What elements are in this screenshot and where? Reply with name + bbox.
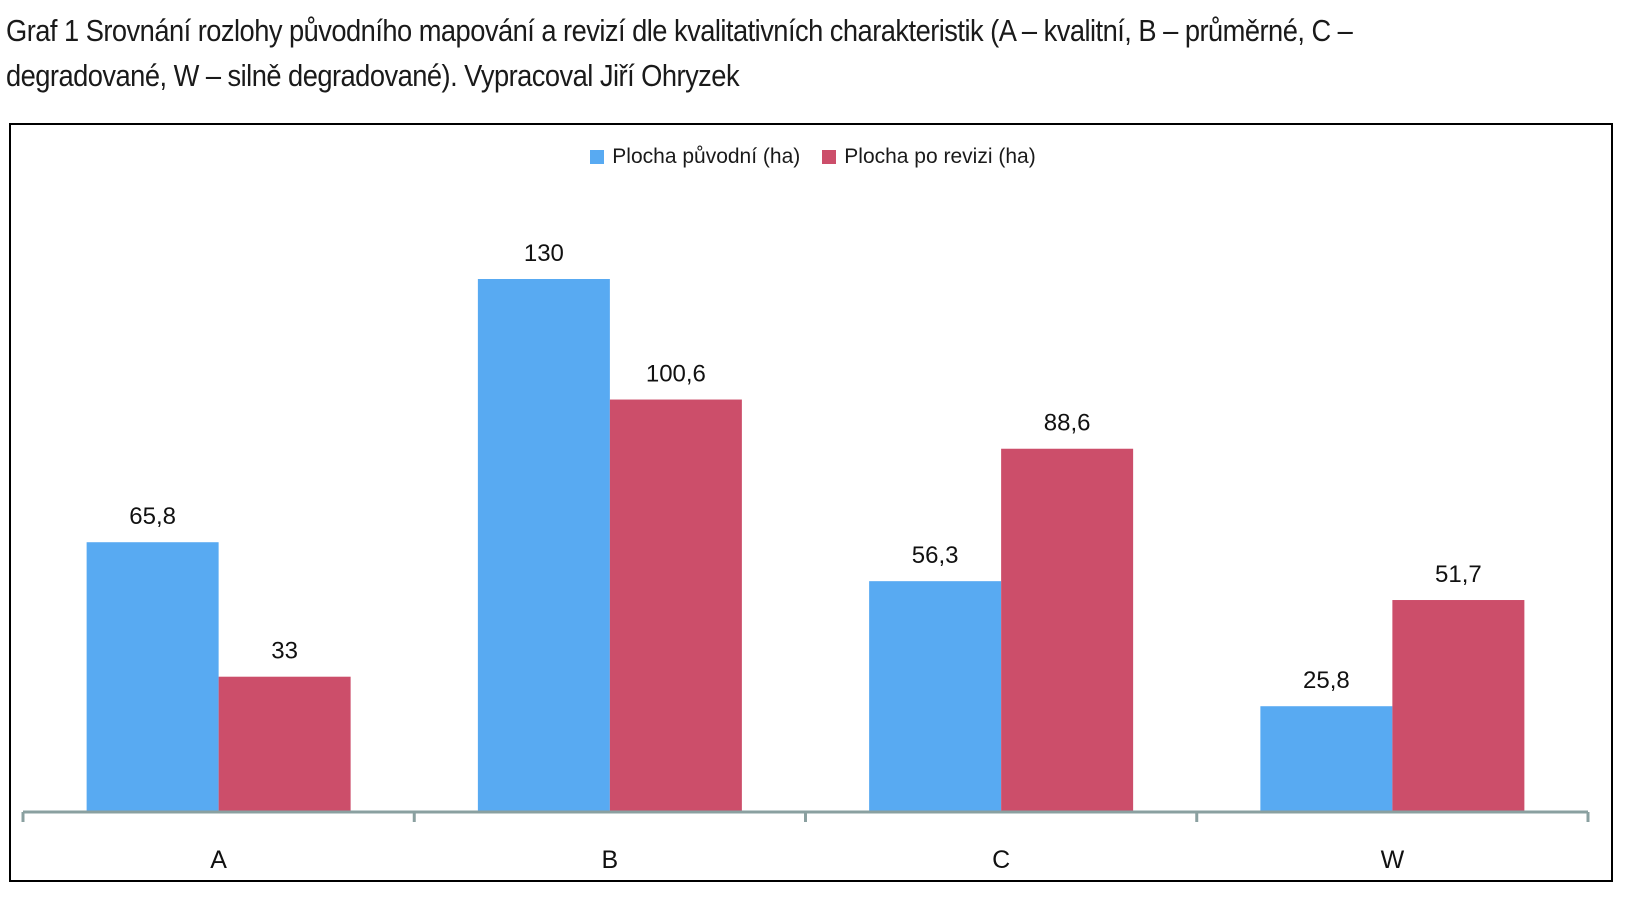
bar-A-series-2	[218, 676, 351, 812]
chart-caption: Graf 1 Srovnání rozlohy původního mapová…	[6, 8, 1616, 98]
data-label-A-series-1: 65,8	[129, 503, 176, 530]
bar-B-series-2	[609, 399, 742, 812]
x-tick-label-W: W	[1381, 846, 1405, 874]
bar-C-series-1	[869, 581, 1002, 812]
bar-W-series-1	[1260, 706, 1393, 812]
caption-line-2: degradované, W – silně degradované). Vyp…	[6, 58, 740, 93]
data-label-W-series-2: 51,7	[1435, 561, 1482, 588]
x-tick-label-B: B	[602, 846, 619, 874]
chart-frame	[9, 123, 1613, 882]
legend-item-original: Plocha původní (ha)	[590, 145, 800, 169]
data-label-C-series-1: 56,3	[912, 542, 959, 569]
data-label-W-series-1: 25,8	[1303, 667, 1350, 694]
data-label-A-series-2: 33	[271, 638, 298, 665]
legend-swatch-original	[590, 150, 605, 164]
bar-B-series-1	[477, 279, 610, 812]
caption-line-1: Graf 1 Srovnání rozlohy původního mapová…	[6, 13, 1353, 48]
x-tick-label-A: A	[210, 846, 227, 874]
bar-A-series-1	[86, 542, 219, 812]
data-label-C-series-2: 88,6	[1044, 410, 1091, 437]
x-tick-label-C: C	[992, 846, 1010, 874]
legend-swatch-revised	[822, 150, 837, 164]
legend-item-revised: Plocha po revizi (ha)	[822, 145, 1036, 169]
legend-label-revised: Plocha po revizi (ha)	[844, 145, 1036, 168]
legend-label-original: Plocha původní (ha)	[612, 145, 801, 168]
data-label-B-series-2: 100,6	[646, 361, 706, 388]
bar-C-series-2	[1001, 448, 1134, 812]
bar-W-series-2	[1392, 600, 1525, 812]
chart-legend: Plocha původní (ha) Plocha po revizi (ha…	[0, 145, 1626, 169]
data-label-B-series-1: 130	[524, 240, 564, 267]
